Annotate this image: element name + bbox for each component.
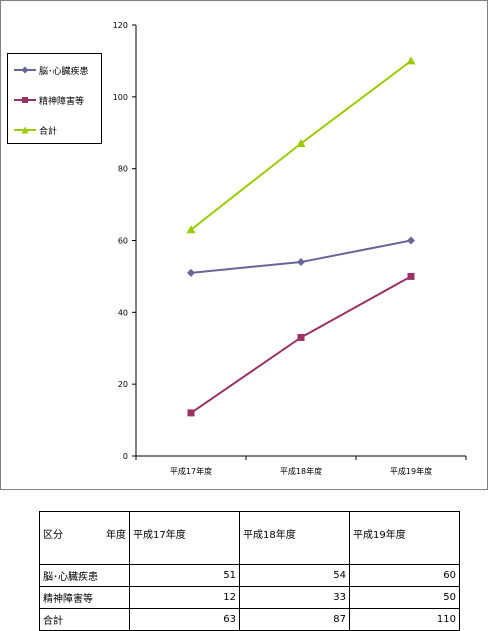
row-label: 脳･心臓疾患 <box>39 564 130 587</box>
data-table: 区分 年度 平成17年度 平成18年度 平成19年度 脳･心臓疾患 51 54 … <box>39 511 460 631</box>
legend-item-1: 精神障害等 <box>14 93 84 107</box>
table-cell: 54 <box>239 564 350 587</box>
chart-legend: 脳･心臓疾患 精神障害等 合計 <box>7 53 102 144</box>
series-line-0 <box>190 239 412 274</box>
table-cell: 63 <box>129 608 240 631</box>
x-tick-label: 平成18年度 <box>280 466 322 476</box>
column-header-1: 平成18年度 <box>239 511 350 565</box>
corner-label-category: 区分 <box>43 530 63 541</box>
legend-marker-1 <box>14 97 36 103</box>
data-point-2-1 <box>296 139 306 148</box>
row-label: 精神障害等 <box>39 586 130 609</box>
table-cell: 87 <box>239 608 350 631</box>
column-header-0: 平成17年度 <box>129 511 240 565</box>
line-chart: 0 20 40 60 80 100 120 平成17年度 平成18年度 平成19年度 <box>113 21 467 476</box>
data-point-2-0 <box>186 225 196 234</box>
row-label: 合計 <box>39 608 130 631</box>
data-point-0-0 <box>187 268 195 277</box>
data-point-1-2 <box>407 272 415 280</box>
corner-label-year: 年度 <box>106 530 126 541</box>
series-line-1 <box>190 275 412 414</box>
table-row: 精神障害等 12 33 50 <box>39 586 460 609</box>
table-row: 合計 63 87 110 <box>39 608 460 631</box>
chart-frame: 0 20 40 60 80 100 120 平成17年度 平成18年度 平成19年度 脳･心臓疾患… <box>0 0 488 490</box>
table-cell: 33 <box>239 586 350 609</box>
table-cell: 110 <box>349 608 460 631</box>
table-cell: 12 <box>129 586 240 609</box>
legend-marker-0 <box>14 66 36 74</box>
y-tick-label: 60 <box>118 237 128 246</box>
data-point-2-2 <box>406 56 416 65</box>
legend-item-2: 合計 <box>14 123 57 137</box>
table-corner-cell: 区分 年度 <box>39 511 130 565</box>
table-row: 脳･心臓疾患 51 54 60 <box>39 564 460 587</box>
legend-label-0: 脳･心臓疾患 <box>39 66 89 77</box>
y-tick-label: 80 <box>118 165 128 174</box>
table-cell: 60 <box>349 564 460 587</box>
x-tick-label: 平成19年度 <box>390 466 432 476</box>
data-point-1-1 <box>297 333 305 341</box>
legend-item-0: 脳･心臓疾患 <box>14 63 89 77</box>
legend-label-1: 精神障害等 <box>39 96 85 107</box>
column-header-2: 平成19年度 <box>349 511 460 565</box>
data-point-1-0 <box>187 409 195 417</box>
y-tick-label: 40 <box>118 308 128 317</box>
data-point-0-1 <box>297 258 305 267</box>
y-tick-label: 20 <box>118 380 128 389</box>
y-tick-label: 100 <box>113 93 128 102</box>
y-tick-label: 0 <box>123 452 128 461</box>
data-point-0-2 <box>407 236 415 245</box>
table-cell: 50 <box>349 586 460 609</box>
table-cell: 51 <box>129 564 240 587</box>
y-tick-label: 120 <box>113 21 128 30</box>
legend-label-2: 合計 <box>39 126 58 137</box>
x-tick-label: 平成17年度 <box>170 466 212 476</box>
table-header-row: 区分 年度 平成17年度 平成18年度 平成19年度 <box>39 511 460 565</box>
legend-marker-2 <box>14 126 36 134</box>
